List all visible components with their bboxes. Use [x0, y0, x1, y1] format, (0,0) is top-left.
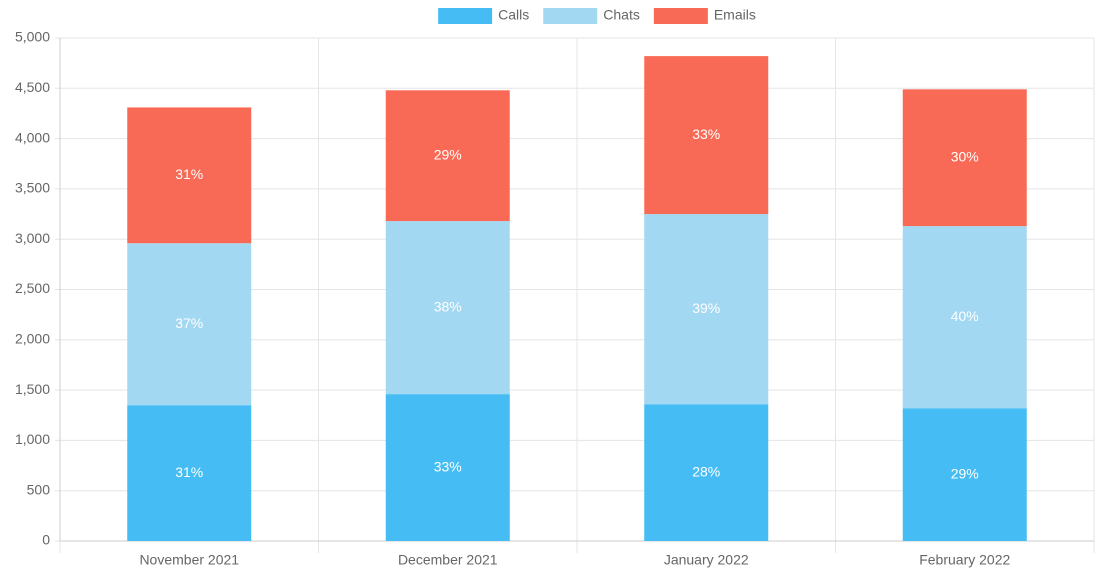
- legend-swatch: [543, 8, 598, 24]
- data-label: 29%: [434, 146, 462, 162]
- bar-segment: [902, 226, 1027, 409]
- x-tick-label: December 2021: [398, 552, 498, 568]
- bar-segment: [644, 56, 769, 215]
- bar-segment: [385, 221, 510, 395]
- y-tick-label: 3,500: [15, 180, 50, 196]
- y-tick-label: 4,000: [15, 129, 50, 145]
- data-label: 40%: [951, 308, 979, 324]
- data-label: 39%: [692, 300, 720, 316]
- data-label: 30%: [951, 148, 979, 164]
- data-label: 29%: [951, 465, 979, 481]
- bar-segment: [902, 89, 1027, 227]
- data-label: 28%: [692, 463, 720, 479]
- x-tick-label: January 2022: [664, 552, 749, 568]
- bar-segment: [127, 405, 252, 541]
- legend-swatch: [438, 8, 493, 24]
- data-label: 33%: [434, 458, 462, 474]
- y-tick-label: 3,000: [15, 230, 50, 246]
- legend-label: Calls: [498, 7, 529, 23]
- bar-segment: [902, 408, 1027, 541]
- y-tick-label: 0: [42, 532, 50, 548]
- data-label: 38%: [434, 298, 462, 314]
- bar-segment: [127, 107, 252, 244]
- bar-segment: [644, 404, 769, 541]
- y-tick-label: 2,500: [15, 280, 50, 296]
- legend-label: Emails: [714, 7, 756, 23]
- y-tick-label: 1,000: [15, 431, 50, 447]
- y-tick-label: 5,000: [15, 29, 50, 45]
- bar-segment: [385, 90, 510, 222]
- data-label: 37%: [175, 315, 203, 331]
- bar-segment: [127, 243, 252, 406]
- data-label: 31%: [175, 166, 203, 182]
- legend-swatch: [653, 8, 708, 24]
- x-tick-label: February 2022: [919, 552, 1010, 568]
- y-tick-label: 2,000: [15, 331, 50, 347]
- data-label: 31%: [175, 464, 203, 480]
- y-tick-label: 500: [27, 481, 51, 497]
- y-tick-label: 1,500: [15, 381, 50, 397]
- y-tick-label: 4,500: [15, 79, 50, 95]
- bar-segment: [644, 214, 769, 405]
- x-tick-label: November 2021: [139, 552, 239, 568]
- data-label: 33%: [692, 126, 720, 142]
- legend-label: Chats: [603, 7, 640, 23]
- bar-segment: [385, 394, 510, 541]
